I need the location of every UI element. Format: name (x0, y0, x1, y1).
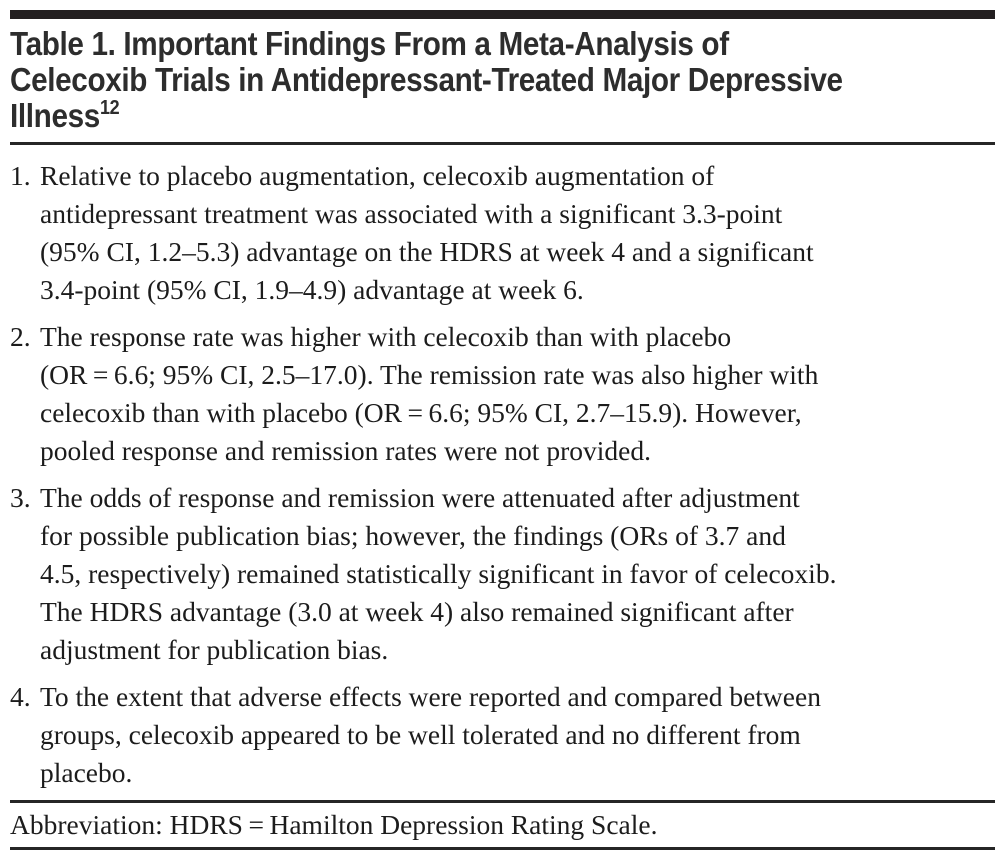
finding-item: 4. To the extent that adverse effects wer… (10, 678, 995, 792)
table-title-line-2: Celecoxib Trials in Antidepressant-Treat… (10, 61, 843, 98)
finding-item: 3. The odds of response and remission wer… (10, 479, 995, 669)
finding-item: 1. Relative to placebo augmentation, cele… (10, 157, 995, 309)
bottom-rule (10, 847, 995, 850)
table-title-line-1: Table 1. Important Findings From a Meta-… (10, 25, 729, 62)
finding-number: 4. (10, 681, 31, 712)
footnote-divider-rule (10, 800, 995, 803)
table-title: Table 1. Important Findings From a Meta-… (10, 26, 897, 134)
finding-text: The response rate was higher with celeco… (40, 321, 819, 466)
finding-number: 1. (10, 160, 31, 191)
finding-number: 3. (10, 482, 31, 513)
finding-text: The odds of response and remission were … (40, 482, 837, 665)
findings-list: 1. Relative to placebo augmentation, cele… (10, 157, 995, 792)
finding-text: Relative to placebo augmentation, celeco… (40, 160, 814, 305)
finding-number: 2. (10, 321, 31, 352)
finding-item: 2. The response rate was higher with cele… (10, 318, 995, 470)
title-superscript-reference: 12 (99, 97, 120, 119)
top-rule-bar (10, 10, 995, 19)
table-title-line-3: Illness (10, 97, 100, 134)
finding-text: To the extent that adverse effects were … (40, 681, 821, 788)
title-divider-rule (10, 142, 995, 145)
abbreviation-footnote: Abbreviation: HDRS = Hamilton Depression… (10, 809, 658, 840)
